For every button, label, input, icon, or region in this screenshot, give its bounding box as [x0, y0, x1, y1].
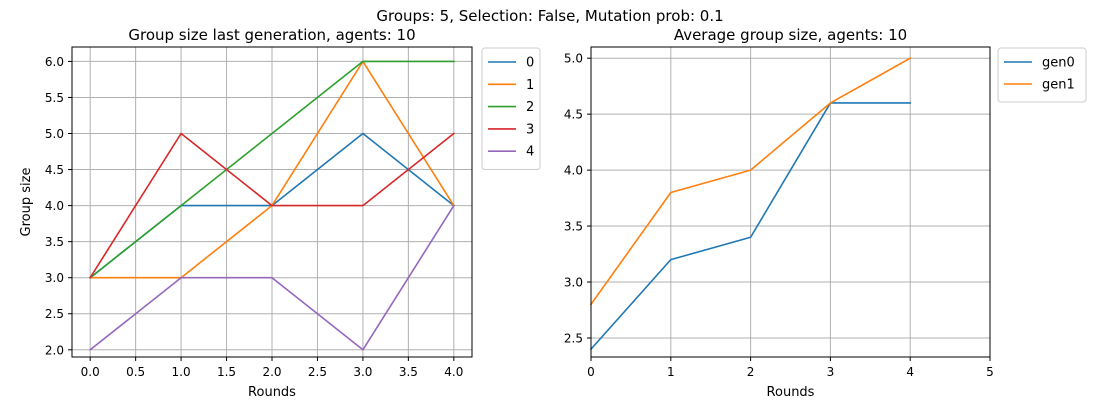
y-tick-label: 6.0: [45, 55, 64, 69]
y-tick-label: 3.5: [45, 235, 64, 249]
y-tick-label: 2.5: [45, 307, 64, 321]
legend-label-4: 4: [526, 145, 534, 160]
y-tick-label: 4.5: [45, 163, 64, 177]
legend-label-gen0: gen0: [1042, 56, 1075, 71]
y-tick-label: 4.5: [564, 108, 583, 122]
y-tick-label: 3.5: [564, 220, 583, 234]
x-tick-label: 4.0: [444, 365, 463, 379]
x-tick-label: 1.5: [217, 365, 236, 379]
y-tick-label: 4.0: [45, 199, 64, 213]
legend-label-0: 0: [526, 56, 534, 71]
x-tick-label: 3.5: [399, 365, 418, 379]
series-line-2: [89, 60, 455, 279]
chart-title: Group size last generation, agents: 10: [128, 26, 415, 44]
x-tick-label: 3: [827, 365, 835, 379]
legend-label-gen1: gen1: [1042, 78, 1075, 93]
legend-label-2: 2: [526, 100, 534, 115]
x-tick-label: 2.0: [262, 365, 281, 379]
x-tick-label: 0: [587, 365, 595, 379]
y-tick-label: 4.0: [564, 164, 583, 178]
y-tick-label: 3.0: [45, 271, 64, 285]
x-tick-label: 1.0: [172, 365, 191, 379]
series-line-gen0: [589, 102, 912, 351]
y-tick-label: 3.0: [564, 276, 583, 290]
y-tick-label: 5.5: [45, 91, 64, 105]
x-tick-label: 1: [667, 365, 675, 379]
plot-frame: [590, 46, 991, 358]
legend-label-1: 1: [526, 78, 534, 93]
y-tick-label: 2.5: [564, 331, 583, 345]
legend: gen0 gen1: [997, 47, 1087, 103]
x-tick-label: 3.0: [353, 365, 372, 379]
x-tick-label: 2: [747, 365, 755, 379]
figure-suptitle: Groups: 5, Selection: False, Mutation pr…: [376, 7, 723, 25]
series-line-4: [89, 204, 455, 351]
x-axis-label: Rounds: [767, 385, 815, 400]
x-axis-label: Rounds: [248, 385, 296, 400]
x-tick-label: 5: [986, 365, 994, 379]
series-line-gen1: [589, 57, 912, 306]
x-tick-label: 0.0: [81, 365, 100, 379]
x-tick-label: 2.5: [308, 365, 327, 379]
y-tick-label: 5.0: [564, 52, 583, 66]
y-tick-label: 5.0: [45, 127, 64, 141]
legend: 0 1 2 3 4: [481, 47, 541, 170]
series-line-3: [89, 132, 455, 279]
x-tick-label: 0.5: [126, 365, 145, 379]
chart-right: 0 1 2 3 4 5 2.5 3.0 3.5 4.0 4.5 5.0 Average group si…: [564, 26, 1087, 400]
x-tick-label: 4: [906, 365, 914, 379]
chart-title: Average group size, agents: 10: [674, 26, 907, 44]
legend-label-3: 3: [526, 122, 534, 137]
legend-box: [481, 47, 541, 170]
y-axis-label: Group size: [19, 168, 34, 237]
y-tick-label: 2.0: [45, 343, 64, 357]
chart-left: 0.0 0.5 1.0 1.5 2.0 2.5 3.0 3.5 4.0 2.0 2.5 3.0 3.5 4…: [19, 26, 541, 400]
